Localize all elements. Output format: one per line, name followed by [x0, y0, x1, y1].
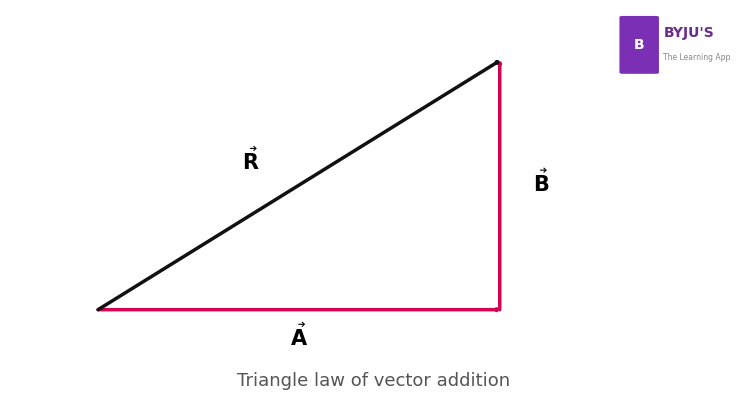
Text: B: B — [634, 38, 644, 52]
Text: BYJU'S: BYJU'S — [663, 26, 714, 40]
Text: R: R — [242, 154, 259, 174]
Text: Triangle law of vector addition: Triangle law of vector addition — [237, 372, 510, 390]
Text: B: B — [532, 175, 548, 195]
Text: A: A — [291, 329, 307, 349]
FancyBboxPatch shape — [619, 15, 660, 74]
Text: The Learning App: The Learning App — [663, 53, 730, 62]
